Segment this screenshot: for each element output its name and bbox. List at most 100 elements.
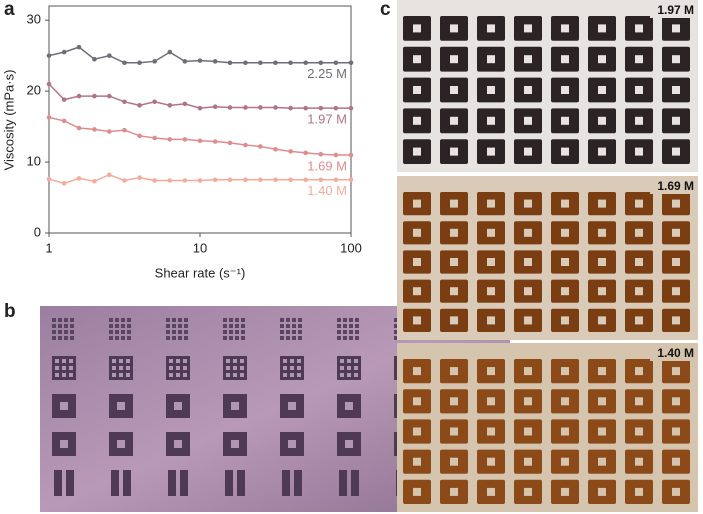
data-point bbox=[212, 177, 218, 183]
photo-shape bbox=[297, 359, 301, 363]
data-point bbox=[182, 178, 188, 183]
photo-shape bbox=[70, 318, 74, 322]
data-point bbox=[333, 152, 339, 158]
photo-shape bbox=[169, 366, 173, 370]
photo-shape bbox=[635, 367, 643, 376]
photo-shape bbox=[298, 324, 302, 328]
photo-shape bbox=[66, 470, 74, 496]
data-point bbox=[76, 93, 82, 99]
photo-shape bbox=[635, 24, 643, 33]
photo-shape bbox=[64, 336, 68, 340]
photo-shape bbox=[598, 147, 606, 156]
data-point bbox=[227, 105, 233, 110]
photo-shape bbox=[241, 318, 245, 322]
photo-shape bbox=[231, 402, 239, 410]
photo-shape bbox=[524, 397, 532, 406]
photo-shape bbox=[115, 324, 119, 328]
photo-shape bbox=[487, 116, 495, 125]
data-point bbox=[46, 53, 52, 58]
photo-shape bbox=[351, 470, 359, 496]
photo-shape bbox=[52, 330, 56, 334]
photo-shape bbox=[635, 86, 643, 94]
data-point bbox=[227, 60, 233, 66]
photo-shape bbox=[394, 318, 398, 322]
y-tick-label: 10 bbox=[27, 154, 41, 169]
y-tick-label: 20 bbox=[27, 83, 41, 98]
photo-shape bbox=[524, 147, 532, 156]
photo-shape bbox=[176, 373, 180, 377]
photo-shape bbox=[450, 427, 458, 436]
photo-shape bbox=[340, 359, 344, 363]
photo-shape bbox=[524, 116, 532, 125]
photo-shape bbox=[561, 147, 569, 156]
data-point bbox=[348, 60, 354, 66]
photo-shape bbox=[349, 330, 353, 334]
data-point bbox=[273, 105, 278, 110]
photo-shape bbox=[226, 359, 230, 363]
photo-shape bbox=[413, 147, 421, 156]
photo-shape bbox=[635, 316, 643, 325]
data-point bbox=[348, 152, 354, 158]
data-point bbox=[197, 178, 203, 183]
photo-shape bbox=[343, 330, 347, 334]
photo-shape bbox=[286, 336, 290, 340]
photo-shape bbox=[524, 427, 532, 436]
photo-shape bbox=[349, 324, 353, 328]
photo-shape bbox=[240, 359, 244, 363]
photo-shape bbox=[598, 55, 606, 64]
photo-c-label-bg bbox=[650, 179, 696, 194]
photo-shape bbox=[450, 24, 458, 33]
photo-shape bbox=[672, 367, 680, 376]
photo-shape bbox=[176, 359, 180, 363]
photo-shape bbox=[172, 318, 176, 322]
photo-shape bbox=[240, 373, 244, 377]
photo-shape bbox=[121, 336, 125, 340]
photo-c: 1.97 M 1.69 M 1.40 M bbox=[397, 0, 698, 512]
data-point bbox=[152, 135, 157, 141]
photo-shape bbox=[450, 199, 458, 208]
photo-shape bbox=[413, 86, 421, 94]
data-point bbox=[318, 151, 324, 157]
data-point bbox=[167, 103, 173, 108]
photo-shape bbox=[598, 287, 606, 296]
data-point bbox=[243, 60, 248, 66]
photo-shape bbox=[172, 324, 176, 328]
photo-shape bbox=[524, 86, 532, 94]
photo-shape bbox=[524, 316, 532, 325]
photo-shape bbox=[290, 359, 294, 363]
photo-shape bbox=[337, 336, 341, 340]
photo-shape bbox=[672, 228, 680, 237]
photo-shape bbox=[487, 86, 495, 94]
photo-shape bbox=[288, 402, 296, 410]
photo-shape bbox=[126, 366, 130, 370]
photo-shape bbox=[672, 316, 680, 325]
data-point bbox=[182, 137, 188, 142]
data-point bbox=[258, 105, 263, 110]
photo-shape bbox=[123, 470, 131, 496]
photo-shape bbox=[450, 287, 458, 296]
photo-shape bbox=[241, 330, 245, 334]
photo-shape bbox=[561, 199, 569, 208]
photo-shape bbox=[598, 316, 606, 325]
data-point bbox=[273, 146, 278, 152]
data-point bbox=[76, 125, 82, 131]
photo-shape bbox=[115, 318, 119, 322]
photo-shape bbox=[487, 427, 495, 436]
plot-frame bbox=[48, 5, 352, 234]
photo-shape bbox=[298, 330, 302, 334]
photo-shape bbox=[413, 116, 421, 125]
photo-shape bbox=[561, 457, 569, 466]
photo-shape bbox=[635, 397, 643, 406]
data-point bbox=[288, 177, 293, 183]
data-point bbox=[227, 140, 233, 146]
photo-shape bbox=[598, 427, 606, 436]
panel-label: b bbox=[4, 301, 16, 322]
photo-shape bbox=[345, 440, 353, 448]
photo-shape bbox=[58, 336, 62, 340]
data-point bbox=[167, 178, 173, 183]
photo-shape bbox=[119, 373, 123, 377]
photo-shape bbox=[635, 457, 643, 466]
data-point bbox=[61, 49, 67, 55]
photo-shape bbox=[178, 324, 182, 328]
y-tick-label: 30 bbox=[27, 12, 41, 27]
